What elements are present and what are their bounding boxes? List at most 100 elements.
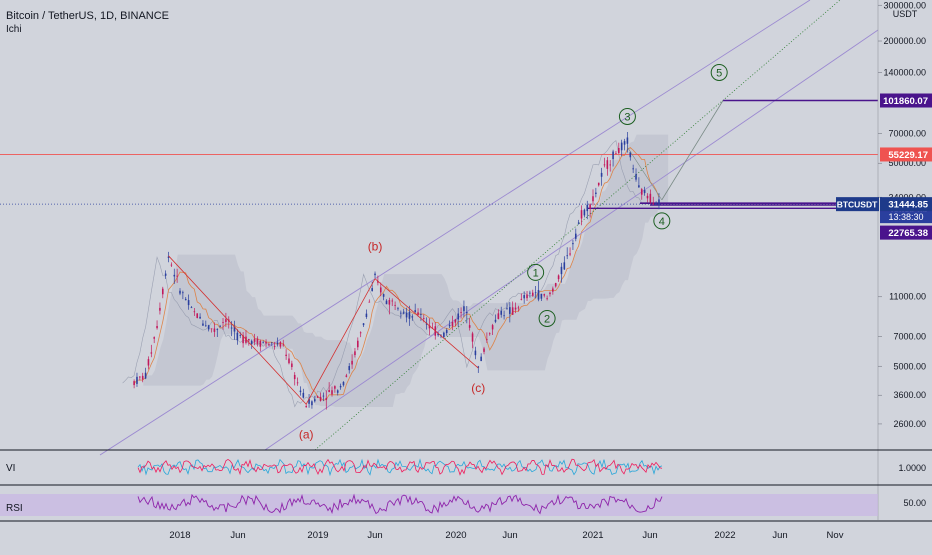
- candle-body: [299, 390, 302, 393]
- candle-body: [586, 204, 589, 212]
- candle-body: [506, 308, 508, 310]
- x-tick-label: Nov: [827, 530, 844, 541]
- candle-body: [250, 340, 253, 345]
- elliott-label: (b): [368, 239, 383, 253]
- candle-body: [391, 300, 394, 302]
- rsi-line: [137, 493, 663, 515]
- candle-body: [500, 310, 503, 315]
- indicator-label[interactable]: Ichi: [6, 24, 22, 35]
- candle-body: [537, 289, 540, 300]
- wave-label-text: 4: [659, 216, 665, 228]
- tick-label: 2600.00: [893, 419, 926, 429]
- candle-body: [219, 326, 221, 328]
- price-axis[interactable]: 300000.00 200000.00 140000.00 70000.00 50000…: [0, 0, 932, 522]
- candle-body: [529, 292, 531, 294]
- candle-body: [293, 374, 296, 380]
- tick-label: 11000.00: [889, 292, 926, 302]
- candle-body: [523, 295, 525, 299]
- candle-body: [187, 300, 190, 306]
- tick-label: 5000.00: [893, 361, 926, 371]
- candle-body: [471, 333, 474, 342]
- candle-body: [388, 300, 391, 305]
- time-axis[interactable]: 2018 Jun 2019 Jun 2020 Jun 2021 Jun 2022 Jun Nov: [169, 530, 843, 541]
- candle-body: [574, 233, 577, 239]
- candle-body: [609, 164, 612, 166]
- candle-body: [509, 307, 511, 314]
- candle-body: [136, 376, 138, 384]
- x-tick-label: 2020: [445, 530, 466, 541]
- candle-body: [322, 395, 325, 397]
- tick-label: 200000.00: [883, 36, 926, 46]
- elliott-label: 5: [710, 63, 728, 81]
- ichimoku-cloud-layer: [122, 134, 669, 408]
- elliott-label: 4: [653, 212, 671, 230]
- candle-body: [563, 262, 566, 270]
- candle-body: [296, 382, 299, 384]
- candle-body: [549, 292, 551, 295]
- level-tag-text: 101860.07: [883, 96, 928, 107]
- vi-minus-line: [137, 458, 663, 476]
- candle-body: [311, 401, 313, 406]
- candle-body: [531, 292, 534, 296]
- candle-body: [248, 338, 250, 341]
- level-tag: 55229.17: [880, 147, 932, 162]
- candle-body: [270, 342, 273, 344]
- candle-body: [216, 328, 219, 330]
- wave-circle: [538, 309, 556, 327]
- candle-body: [649, 193, 652, 203]
- candle-body: [457, 313, 460, 320]
- x-tick-label: Jun: [772, 530, 787, 541]
- candle-body: [425, 323, 428, 325]
- wave-circle: [653, 212, 671, 230]
- candle-body: [222, 322, 224, 323]
- candle-body: [225, 319, 227, 322]
- candle-body: [325, 397, 328, 400]
- candle-body: [511, 307, 514, 315]
- countdown-bg: [880, 211, 932, 224]
- candle-body: [526, 294, 528, 299]
- wave-circle: [710, 63, 728, 81]
- wave-label-text: 1: [533, 267, 539, 279]
- candle-body: [589, 204, 591, 209]
- candle-body: [371, 288, 373, 291]
- candle-body: [618, 147, 620, 154]
- candle-body: [640, 189, 643, 195]
- x-tick-label: Jun: [502, 530, 517, 541]
- candle-body: [422, 317, 425, 319]
- candle-body: [552, 288, 554, 292]
- candle-body: [468, 325, 471, 328]
- candle-body: [466, 312, 468, 314]
- tick-label: 70000.00: [888, 129, 926, 139]
- candle-body: [603, 164, 606, 166]
- candle-body: [377, 281, 379, 283]
- candle-body: [494, 319, 497, 322]
- candle-body: [534, 292, 537, 294]
- candle-body: [273, 345, 276, 347]
- candle-body: [331, 390, 333, 395]
- level-tag-bg: [880, 93, 932, 108]
- elliott-label: 3: [618, 107, 636, 125]
- candle-body: [428, 325, 431, 329]
- x-tick-label: 2018: [169, 530, 190, 541]
- candle-body: [236, 332, 239, 341]
- level-tag-text: 55229.17: [888, 150, 928, 161]
- x-tick-label: 2019: [307, 530, 328, 541]
- symbol-title[interactable]: Bitcoin / TetherUS, 1D, BINANCE: [6, 10, 170, 22]
- candle-body: [288, 358, 290, 364]
- candle-body: [285, 354, 287, 356]
- wave-circle: [618, 107, 636, 125]
- level-tag: 101860.07: [880, 93, 932, 108]
- candle-body: [199, 316, 201, 319]
- candle-body: [638, 185, 640, 188]
- candle-body: [546, 298, 548, 300]
- level-tag: 22765.38: [880, 225, 932, 240]
- wave5-projection: [661, 100, 724, 201]
- ichimoku-cloud: [143, 134, 669, 407]
- candle-body: [463, 306, 465, 312]
- symbol-tag: BTCUSDT: [836, 197, 879, 212]
- candle-body: [357, 340, 359, 348]
- axis-unit: USDT: [893, 9, 918, 19]
- candle-body: [379, 287, 382, 293]
- candle-body: [313, 399, 316, 402]
